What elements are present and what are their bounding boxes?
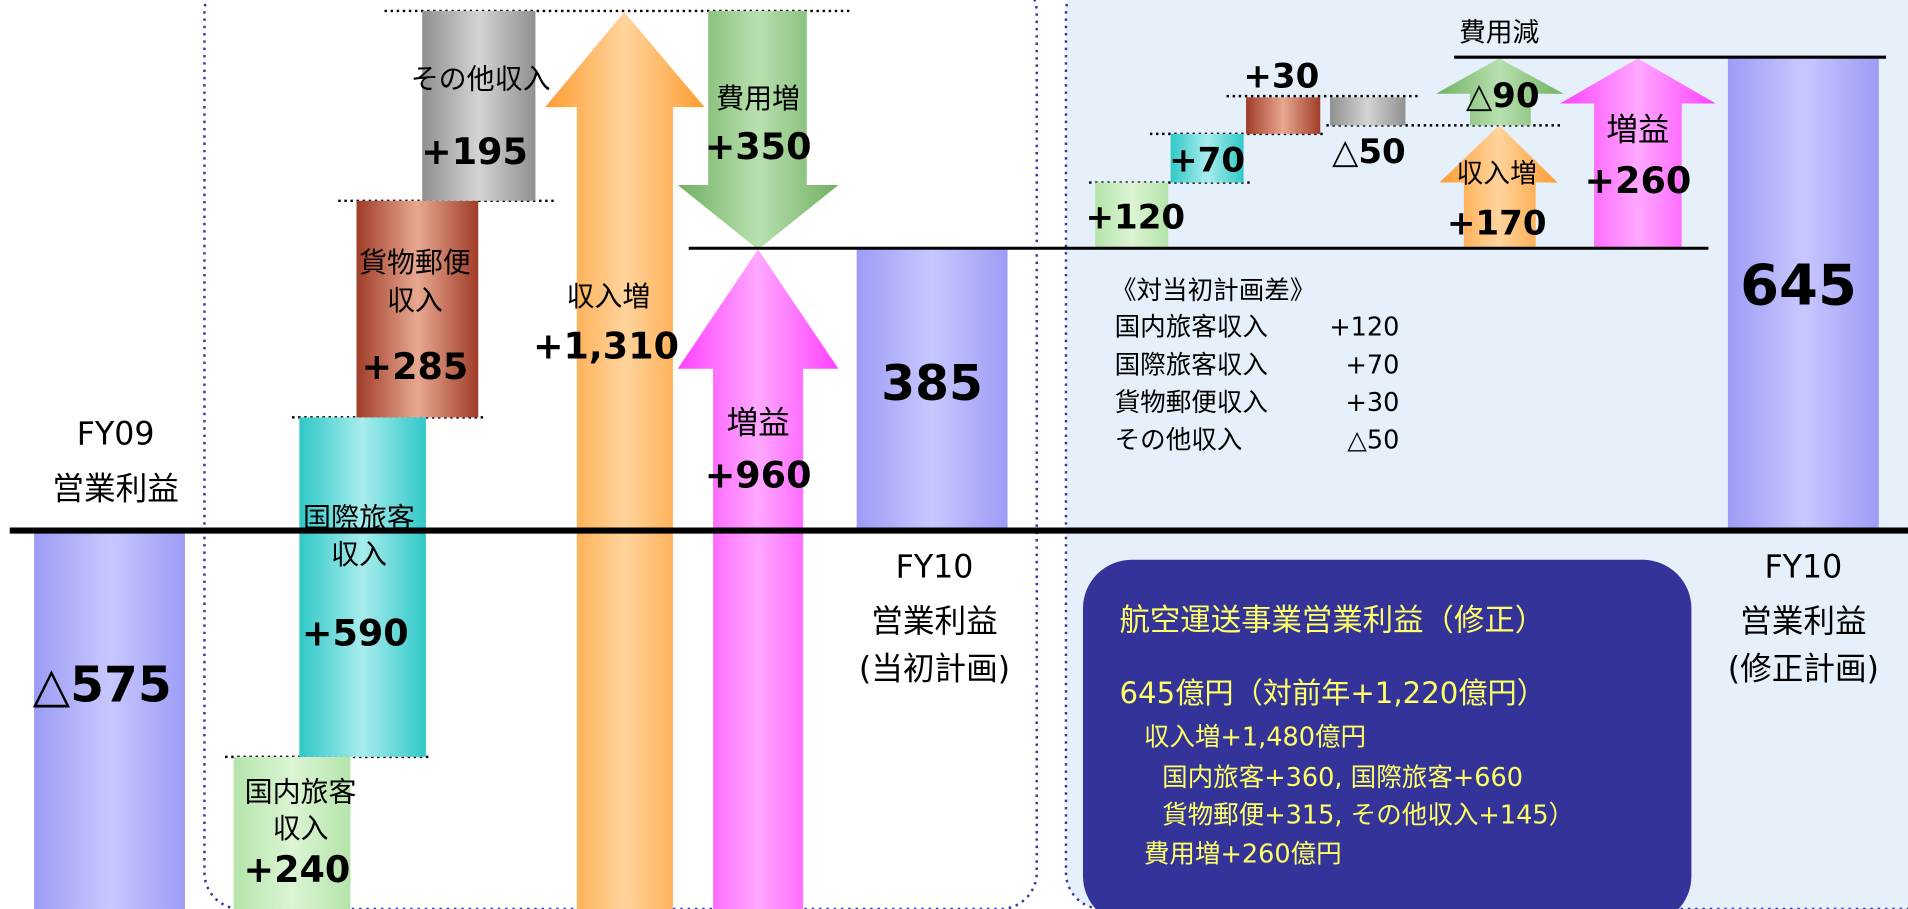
notes-title: 《対当初計画差》 bbox=[1111, 276, 1315, 306]
value: +285 bbox=[362, 345, 469, 388]
summary-line: 費用増+260億円 bbox=[1144, 839, 1342, 869]
label: 増益 bbox=[726, 406, 789, 442]
value: △90 bbox=[1466, 76, 1540, 116]
label: 費用増 bbox=[716, 82, 800, 115]
value: +590 bbox=[302, 612, 409, 655]
value: +195 bbox=[421, 130, 528, 173]
label: FY09 bbox=[77, 417, 155, 453]
label: (修正計画) bbox=[1728, 651, 1879, 687]
labels: FY09 営業利益 △575 国内旅客 収入 +240 国際旅客 収入 +590… bbox=[33, 18, 1879, 891]
summary-line: 国内旅客+360, 国際旅客+660 bbox=[1162, 763, 1523, 793]
label: (当初計画) bbox=[859, 651, 1010, 687]
label: 増益 bbox=[1606, 112, 1669, 148]
note: +30 bbox=[1345, 388, 1399, 418]
label: 収入 bbox=[273, 812, 329, 845]
value: △575 bbox=[33, 658, 172, 714]
label: 営業利益 bbox=[1740, 604, 1867, 640]
value: +240 bbox=[244, 848, 351, 891]
label: 収入 bbox=[387, 284, 443, 317]
value: +170 bbox=[1447, 204, 1547, 244]
label: 営業利益 bbox=[52, 471, 179, 507]
value: +120 bbox=[1085, 198, 1185, 238]
label: 国内旅客 bbox=[245, 775, 357, 808]
value: 645 bbox=[1740, 254, 1857, 319]
shapes bbox=[9, 10, 1908, 909]
value: +70 bbox=[1169, 140, 1245, 180]
note: その他収入 bbox=[1115, 426, 1243, 456]
note: +120 bbox=[1329, 313, 1399, 343]
note: 国内旅客収入 bbox=[1115, 313, 1268, 343]
label: FY10 bbox=[896, 549, 974, 585]
label: FY10 bbox=[1764, 549, 1842, 585]
value: +30 bbox=[1243, 56, 1319, 96]
value: +260 bbox=[1584, 159, 1691, 202]
note: +70 bbox=[1345, 350, 1399, 380]
label: 貨物郵便 bbox=[359, 246, 471, 279]
label: 営業利益 bbox=[871, 604, 998, 640]
label: 費用減 bbox=[1459, 18, 1540, 49]
summary-line: 収入増+1,480億円 bbox=[1144, 723, 1366, 753]
label: 収入増 bbox=[1457, 159, 1537, 190]
note: 貨物郵便収入 bbox=[1115, 388, 1268, 418]
summary-line: 貨物郵便+315, その他収入+145） bbox=[1162, 801, 1574, 831]
value: +350 bbox=[705, 125, 812, 168]
label: その他収入 bbox=[411, 62, 551, 95]
value: +1,310 bbox=[533, 325, 679, 368]
note: △50 bbox=[1347, 426, 1399, 456]
summary-line: 航空運送事業営業利益（修正） bbox=[1119, 603, 1545, 638]
summary-line: 645億円（対前年+1,220億円） bbox=[1119, 676, 1545, 710]
value: △50 bbox=[1332, 132, 1406, 172]
label: 収入 bbox=[331, 538, 387, 571]
value: +960 bbox=[705, 454, 812, 497]
label: 国際旅客 bbox=[303, 502, 415, 535]
label: 収入増 bbox=[566, 280, 650, 313]
value: 385 bbox=[881, 356, 983, 412]
note: 国際旅客収入 bbox=[1115, 350, 1268, 380]
